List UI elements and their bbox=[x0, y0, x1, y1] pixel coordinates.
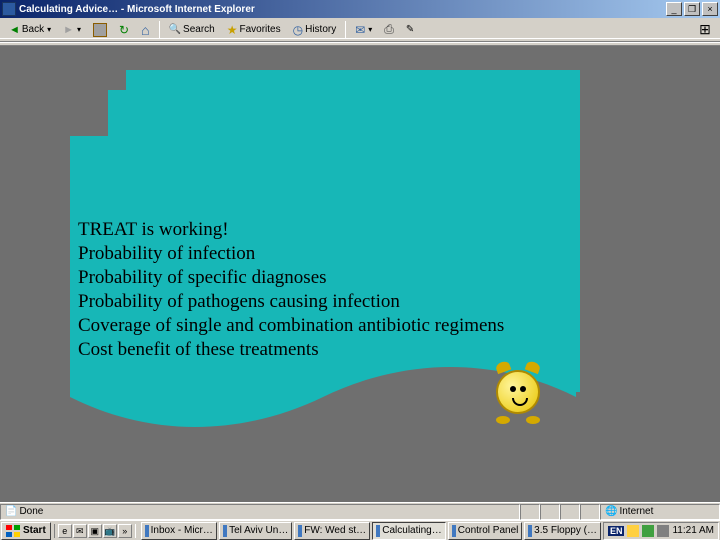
search-icon bbox=[169, 24, 181, 35]
task-label: Tel Aviv Un… bbox=[229, 525, 288, 536]
tray-icon[interactable] bbox=[642, 525, 654, 537]
task-button-active[interactable]: Calculating… bbox=[372, 522, 446, 540]
text-line-5: Coverage of single and combination antib… bbox=[78, 314, 504, 338]
task-label: Control Panel bbox=[458, 525, 519, 536]
globe-icon bbox=[605, 506, 617, 517]
search-label: Search bbox=[183, 24, 215, 35]
zone-panel: Internet bbox=[600, 504, 720, 520]
back-label: Back bbox=[22, 24, 44, 35]
task-icon bbox=[145, 525, 149, 537]
task-label: Calculating… bbox=[382, 525, 441, 536]
search-button[interactable]: Search bbox=[164, 21, 220, 38]
refresh-button[interactable] bbox=[114, 20, 134, 40]
history-icon bbox=[293, 23, 303, 37]
restore-button[interactable]: ❐ bbox=[684, 2, 700, 16]
language-indicator[interactable]: EN bbox=[608, 526, 625, 536]
edit-button[interactable]: ✎ bbox=[401, 21, 419, 38]
text-line-4: Probability of pathogens causing infecti… bbox=[78, 290, 504, 314]
taskbar: Start e ✉ ▣ 📺 » Inbox - Micr… Tel Aviv U… bbox=[0, 520, 720, 540]
refresh-icon bbox=[119, 23, 129, 37]
task-button[interactable]: FW: Wed st… bbox=[294, 522, 370, 540]
favorites-button[interactable]: Favorites bbox=[222, 20, 286, 40]
task-icon bbox=[298, 525, 302, 537]
taskbar-tasks: Inbox - Micr… Tel Aviv Un… FW: Wed st… C… bbox=[139, 522, 603, 540]
quick-launch: e ✉ ▣ 📺 » bbox=[54, 524, 136, 538]
alarm-clock-icon bbox=[488, 362, 548, 422]
home-button[interactable] bbox=[136, 19, 154, 41]
document-icon bbox=[5, 506, 17, 517]
task-icon bbox=[223, 525, 227, 537]
start-button[interactable]: Start bbox=[1, 522, 51, 540]
text-line-6: Cost benefit of these treatments bbox=[78, 338, 504, 362]
status-spacers bbox=[520, 504, 600, 520]
card-text: TREAT is working! Probability of infecti… bbox=[78, 218, 504, 362]
history-button[interactable]: History bbox=[288, 20, 342, 40]
mail-icon bbox=[355, 23, 365, 37]
quick-launch-item[interactable]: ✉ bbox=[73, 524, 87, 538]
text-line-1: TREAT is working! bbox=[78, 218, 504, 242]
statusbar: Done Internet bbox=[0, 502, 720, 520]
titlebar: Calculating Advice… - Microsoft Internet… bbox=[0, 0, 720, 18]
page-viewport: TREAT is working! Probability of infecti… bbox=[0, 46, 720, 502]
favorites-label: Favorites bbox=[239, 24, 280, 35]
tray-icon[interactable] bbox=[627, 525, 639, 537]
close-button[interactable]: × bbox=[702, 2, 718, 16]
text-line-2: Probability of infection bbox=[78, 242, 504, 266]
stop-icon bbox=[93, 23, 107, 37]
print-button[interactable] bbox=[379, 19, 399, 40]
throbber-icon bbox=[694, 21, 716, 39]
edit-icon: ✎ bbox=[406, 24, 414, 35]
task-label: 3.5 Floppy (… bbox=[534, 525, 597, 536]
system-tray: EN 11:21 AM bbox=[603, 522, 719, 540]
quick-launch-item[interactable]: 📺 bbox=[103, 524, 117, 538]
quick-launch-item[interactable]: » bbox=[118, 524, 132, 538]
home-icon bbox=[141, 22, 149, 38]
separator bbox=[345, 21, 346, 39]
separator bbox=[159, 21, 160, 39]
print-icon bbox=[384, 22, 394, 37]
window-title: Calculating Advice… - Microsoft Internet… bbox=[19, 4, 666, 15]
stop-button[interactable] bbox=[88, 20, 112, 40]
task-button[interactable]: 3.5 Floppy (… bbox=[524, 522, 601, 540]
ie-icon bbox=[2, 2, 16, 16]
forward-arrow-icon bbox=[63, 24, 74, 36]
clock[interactable]: 11:21 AM bbox=[672, 525, 714, 536]
task-label: FW: Wed st… bbox=[304, 525, 366, 536]
forward-button[interactable] bbox=[58, 21, 86, 39]
start-label: Start bbox=[23, 525, 46, 536]
zone-text: Internet bbox=[619, 506, 653, 517]
quick-launch-item[interactable]: e bbox=[58, 524, 72, 538]
tray-volume-icon[interactable] bbox=[657, 525, 669, 537]
status-panel: Done bbox=[0, 504, 520, 520]
toolbar: Back Search Favorites History ✎ bbox=[0, 18, 720, 42]
favorites-icon bbox=[227, 23, 238, 37]
history-label: History bbox=[305, 24, 336, 35]
back-arrow-icon bbox=[9, 24, 20, 36]
card-front: TREAT is working! Probability of infecti… bbox=[70, 136, 576, 436]
task-button[interactable]: Control Panel bbox=[448, 522, 523, 540]
task-icon bbox=[452, 525, 456, 537]
task-button[interactable]: Inbox - Micr… bbox=[141, 522, 217, 540]
back-button[interactable]: Back bbox=[4, 21, 56, 39]
status-text: Done bbox=[19, 506, 43, 517]
text-line-3: Probability of specific diagnoses bbox=[78, 266, 504, 290]
task-button[interactable]: Tel Aviv Un… bbox=[219, 522, 292, 540]
task-label: Inbox - Micr… bbox=[151, 525, 213, 536]
windows-flag-icon bbox=[6, 525, 20, 537]
mail-button[interactable] bbox=[350, 20, 377, 40]
task-icon bbox=[376, 525, 380, 537]
minimize-button[interactable]: _ bbox=[666, 2, 682, 16]
quick-launch-item[interactable]: ▣ bbox=[88, 524, 102, 538]
task-icon bbox=[528, 525, 532, 537]
window-buttons: _ ❐ × bbox=[666, 2, 720, 16]
